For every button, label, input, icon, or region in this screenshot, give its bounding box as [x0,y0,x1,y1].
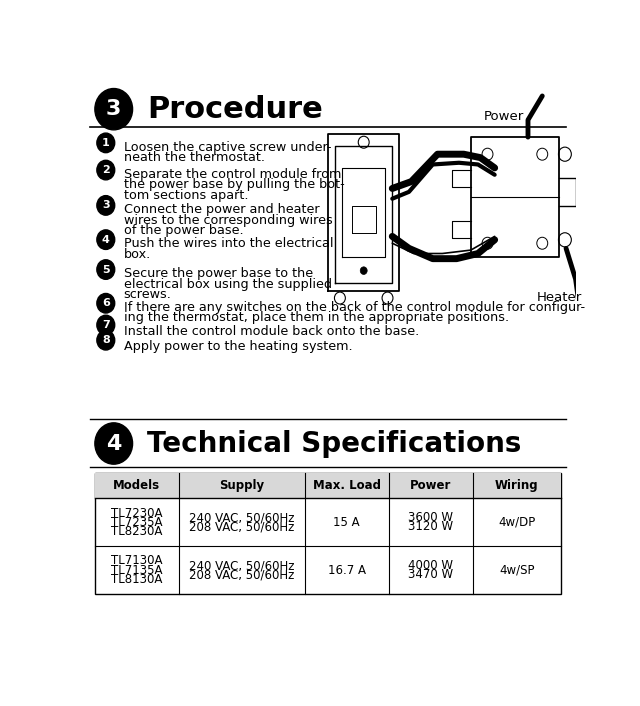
Circle shape [97,160,115,180]
Bar [95,474,561,594]
Text: 2: 2 [102,165,109,175]
Text: 3600 W: 3600 W [408,511,453,525]
Bar [95,474,561,498]
Text: wires to the corresponding wires: wires to the corresponding wires [124,213,332,227]
Text: 4w/SP: 4w/SP [499,563,534,577]
Text: TL7235A: TL7235A [111,516,163,529]
Text: 3: 3 [102,201,109,210]
Text: TL7135A: TL7135A [111,563,163,577]
Text: TL8230A: TL8230A [111,525,163,538]
Circle shape [97,294,115,313]
Text: tom sections apart.: tom sections apart. [124,189,248,201]
Text: Procedure: Procedure [147,95,323,124]
Text: 240 VAC, 50/60Hz: 240 VAC, 50/60Hz [189,559,294,572]
Text: Power: Power [484,110,524,124]
Text: Apply power to the heating system.: Apply power to the heating system. [124,340,352,353]
Text: 208 VAC, 50/60Hz: 208 VAC, 50/60Hz [189,568,294,581]
Circle shape [95,423,132,464]
Text: Power: Power [410,479,451,492]
Circle shape [97,315,115,335]
Text: 3470 W: 3470 W [408,568,453,581]
Text: Loosen the captive screw under-: Loosen the captive screw under- [124,140,331,154]
Text: Models: Models [113,479,161,492]
Text: TL7230A: TL7230A [111,507,163,520]
Text: 4w/DP: 4w/DP [498,516,536,529]
Text: electrical box using the supplied: electrical box using the supplied [124,277,332,291]
Text: TL8130A: TL8130A [111,573,163,586]
Text: Supply: Supply [219,479,264,492]
Circle shape [95,88,132,130]
Circle shape [360,267,367,275]
Text: 6: 6 [102,298,109,309]
Text: 16.7 A: 16.7 A [328,563,365,577]
Text: 4: 4 [106,433,122,453]
Text: Separate the control module from: Separate the control module from [124,168,341,181]
Text: 1: 1 [102,138,109,148]
Text: TL7130A: TL7130A [111,554,163,568]
Text: Push the wires into the electrical: Push the wires into the electrical [124,237,333,251]
Circle shape [97,260,115,280]
Text: 4000 W: 4000 W [408,559,453,572]
Text: If there are any switches on the back of the control module for configur-: If there are any switches on the back of… [124,301,585,314]
Text: 5: 5 [102,265,109,275]
Text: 15 A: 15 A [333,516,360,529]
Text: ing the thermostat, place them in the appropriate positions.: ing the thermostat, place them in the ap… [124,311,509,325]
Text: of the power base.: of the power base. [124,224,243,237]
Circle shape [97,196,115,215]
Text: screws.: screws. [124,288,172,301]
Text: the power base by pulling the bot-: the power base by pulling the bot- [124,178,344,191]
Text: 3120 W: 3120 W [408,520,453,534]
Text: Wiring: Wiring [495,479,539,492]
Circle shape [97,230,115,249]
Text: Install the control module back onto the base.: Install the control module back onto the… [124,325,419,338]
Text: 208 VAC, 50/60Hz: 208 VAC, 50/60Hz [189,520,294,534]
Text: 240 VAC, 50/60Hz: 240 VAC, 50/60Hz [189,511,294,525]
Text: Heater: Heater [536,291,582,304]
Text: 4: 4 [102,234,109,245]
Text: neath the thermostat.: neath the thermostat. [124,151,265,164]
Text: Connect the power and heater: Connect the power and heater [124,203,319,216]
Text: 8: 8 [102,335,109,345]
Text: Secure the power base to the: Secure the power base to the [124,268,313,280]
Circle shape [97,330,115,350]
Text: 3: 3 [106,99,122,119]
Text: 7: 7 [102,320,109,330]
Circle shape [97,133,115,152]
Text: Technical Specifications: Technical Specifications [147,429,522,457]
Text: box.: box. [124,248,151,261]
Text: Max. Load: Max. Load [313,479,381,492]
